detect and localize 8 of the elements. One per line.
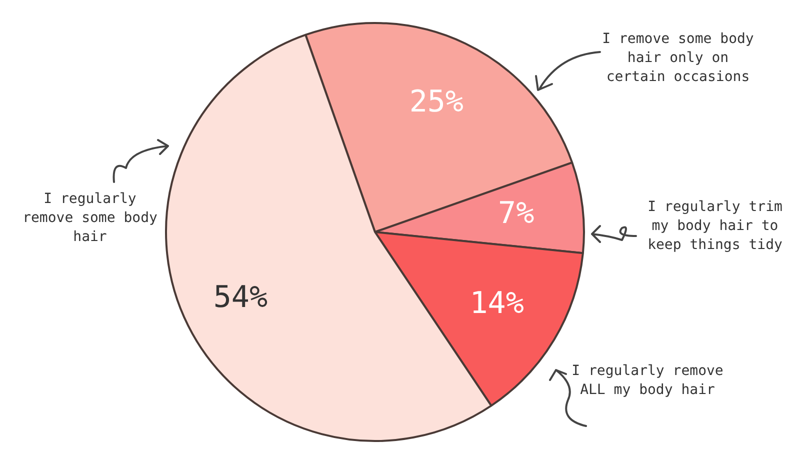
slice-label: I regularly trim my body hair to keep things tidy [646,198,784,255]
data-label: 14% [470,286,524,321]
data-label: 54% [213,280,268,316]
slice-label: I regularly remove ALL my body hair [570,362,724,400]
data-label: 7% [498,196,534,231]
slice-label: I regularly remove some body hair [22,190,158,247]
slice-label: I remove some body hair only on certain occasions [601,30,755,87]
data-label: 25% [409,84,464,120]
